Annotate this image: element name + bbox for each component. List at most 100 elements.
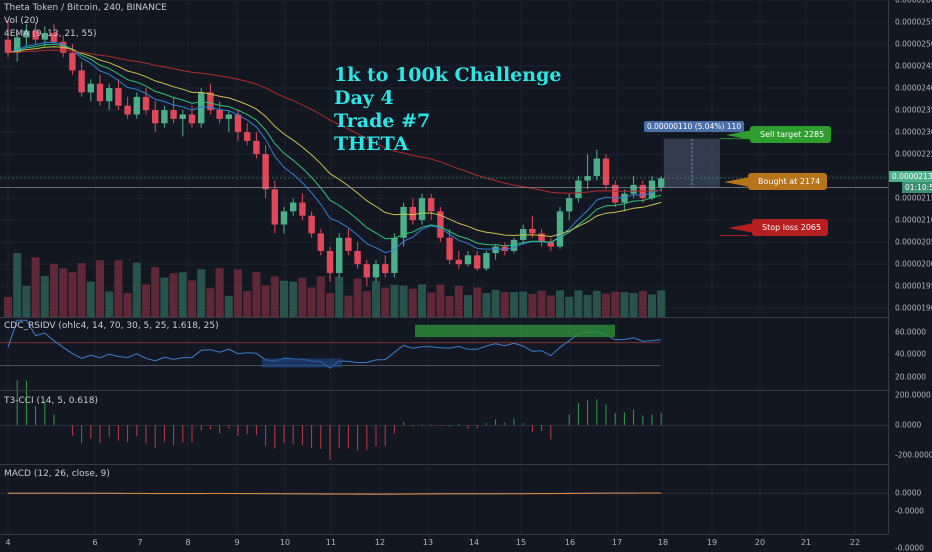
- time-tick-label: 8: [185, 538, 191, 547]
- price-tick-label: 0.00002150: [895, 193, 932, 203]
- volume-bar: [473, 287, 482, 317]
- countdown-badge: 01:10:56: [902, 182, 932, 193]
- range-measure-label[interactable]: 0.00000110 (5.04%) 110: [644, 121, 745, 132]
- volume-bar: [142, 284, 150, 317]
- candle-body: [142, 96, 150, 111]
- volume-bar: [546, 295, 555, 317]
- cci-tick-label: 0.0000: [895, 420, 922, 430]
- volume-bar: [491, 289, 500, 317]
- volume-bar: [105, 291, 114, 317]
- stop-loss-callout[interactable]: Stop loss 2065: [727, 219, 829, 236]
- ema-legend[interactable]: 4EMA (9, 13, 21, 55): [4, 29, 97, 39]
- volume-bar: [68, 272, 77, 317]
- candle-body: [400, 206, 407, 238]
- candle-body: [50, 33, 58, 42]
- volume-bar: [464, 295, 472, 317]
- candle-body: [446, 237, 453, 260]
- candle-body: [492, 246, 499, 254]
- volume-bar: [528, 293, 537, 317]
- candle-body: [225, 114, 232, 119]
- candle-body: [428, 198, 435, 212]
- candle-body: [630, 184, 637, 194]
- pane-separator[interactable]: [0, 390, 890, 391]
- time-axis[interactable]: 4 6 7 8 9 10 11 12 13 14 15 16 17 18 19 20 21 22: [0, 534, 888, 551]
- pane-separator[interactable]: [0, 317, 890, 318]
- last-price-badge: 0.00002139: [889, 171, 932, 182]
- candle-body: [317, 233, 324, 251]
- candle-body: [308, 215, 315, 234]
- pane-separator[interactable]: [0, 464, 890, 465]
- candle-body: [87, 83, 94, 93]
- candle-body: [648, 180, 656, 199]
- volume-bar: [519, 291, 528, 317]
- volume-bar: [96, 260, 104, 317]
- volume-bar: [160, 277, 169, 317]
- candle-body: [575, 180, 582, 199]
- candle-body: [179, 114, 186, 119]
- macd-tick-label: -0.0000: [895, 543, 924, 552]
- candle-body: [4, 39, 12, 53]
- volume-bar: [344, 295, 353, 317]
- price-tick-label: 0.00002400: [895, 83, 932, 93]
- volume-bar: [372, 281, 380, 317]
- volume-bar: [188, 280, 196, 317]
- volume-bar: [565, 296, 574, 317]
- candle-body: [207, 92, 214, 111]
- time-tick-label: 14: [468, 538, 480, 547]
- volume-bar: [620, 292, 629, 317]
- price-tick-label: 0.00001950: [895, 281, 932, 291]
- candle-body: [41, 33, 48, 40]
- volume-bar: [197, 269, 206, 317]
- volume-bar: [178, 272, 187, 317]
- candle-body: [455, 259, 462, 265]
- title-line: 1k to 100k Challenge: [334, 64, 562, 86]
- volume-bar: [270, 276, 279, 317]
- candle-body: [290, 202, 297, 212]
- bought-callout[interactable]: Bought at 2174: [723, 173, 828, 190]
- rsi-tick-label: 60.0000: [895, 327, 927, 336]
- candle-body: [464, 255, 472, 265]
- volume-bar: [22, 285, 31, 317]
- volume-bar: [307, 287, 316, 317]
- volume-bar: [132, 262, 141, 317]
- time-tick-label: 11: [325, 538, 337, 547]
- volume-bar: [40, 276, 49, 317]
- volume-bar: [362, 291, 371, 317]
- rsi-legend[interactable]: CDC_RSIDV (ohlc4, 14, 70, 30, 5, 25, 1.6…: [4, 321, 219, 331]
- time-tick-label: 13: [422, 538, 434, 547]
- ema-line: [7, 46, 662, 238]
- sell-target-callout[interactable]: Sell target 2285: [725, 126, 832, 143]
- volume-bar: [215, 268, 224, 317]
- volume-bar: [638, 291, 647, 317]
- candle-body: [326, 250, 334, 273]
- time-tick-label: 6: [92, 538, 98, 547]
- candle-body: [161, 110, 168, 124]
- volume-bar: [390, 284, 399, 317]
- cci-legend[interactable]: T3-CCI (14, 5, 0.618): [4, 396, 98, 406]
- price-tick-label: 0.00002300: [895, 127, 932, 137]
- candle-body: [437, 211, 444, 238]
- rsi-oversold-band: [262, 358, 342, 368]
- symbol-legend[interactable]: Theta Token / Bitcoin, 240, BINANCE: [4, 3, 167, 13]
- volume-bar: [381, 287, 390, 317]
- volume-bar: [445, 296, 454, 317]
- time-tick-label: 20: [754, 538, 766, 547]
- price-tick-label: 0.00002550: [895, 17, 932, 27]
- cci-tick-label: -200.0000: [895, 450, 932, 460]
- volume-bar: [335, 276, 344, 317]
- candle-body: [593, 158, 600, 177]
- candle-body: [234, 114, 242, 133]
- volume-bar: [574, 290, 583, 317]
- volume-bar: [298, 277, 307, 317]
- challenge-title: 1k to 100k Challenge Day 4 Trade #7 THET…: [334, 64, 561, 156]
- price-tick-label: 0.00002500: [895, 39, 932, 49]
- price-axis[interactable]: 0.00002600 0.00002550 0.00002500 0.00002450…: [888, 0, 932, 552]
- volume-bar: [326, 293, 334, 317]
- price-tick-label: 0.00002600: [895, 0, 932, 5]
- candle-body: [271, 189, 278, 225]
- candle-body: [115, 88, 122, 106]
- volume-bar: [583, 295, 592, 317]
- volume-legend[interactable]: Vol (20): [4, 16, 39, 26]
- macd-legend[interactable]: MACD (12, 26, close, 9): [4, 469, 110, 479]
